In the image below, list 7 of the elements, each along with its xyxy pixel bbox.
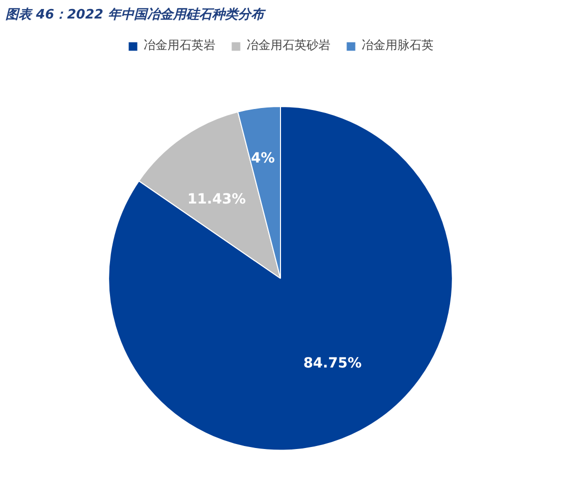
legend-label: 冶金用石英砂岩 [246, 37, 330, 54]
data-label: 4% [250, 150, 275, 166]
data-label: 84.75% [303, 355, 362, 372]
chart-title: 图表 46：2022 年中国冶金用硅石种类分布 [6, 8, 266, 22]
data-label: 11.43% [187, 192, 246, 208]
legend-label: 冶金用石英岩 [144, 37, 216, 54]
legend-label: 冶金用脉石英 [362, 37, 434, 54]
